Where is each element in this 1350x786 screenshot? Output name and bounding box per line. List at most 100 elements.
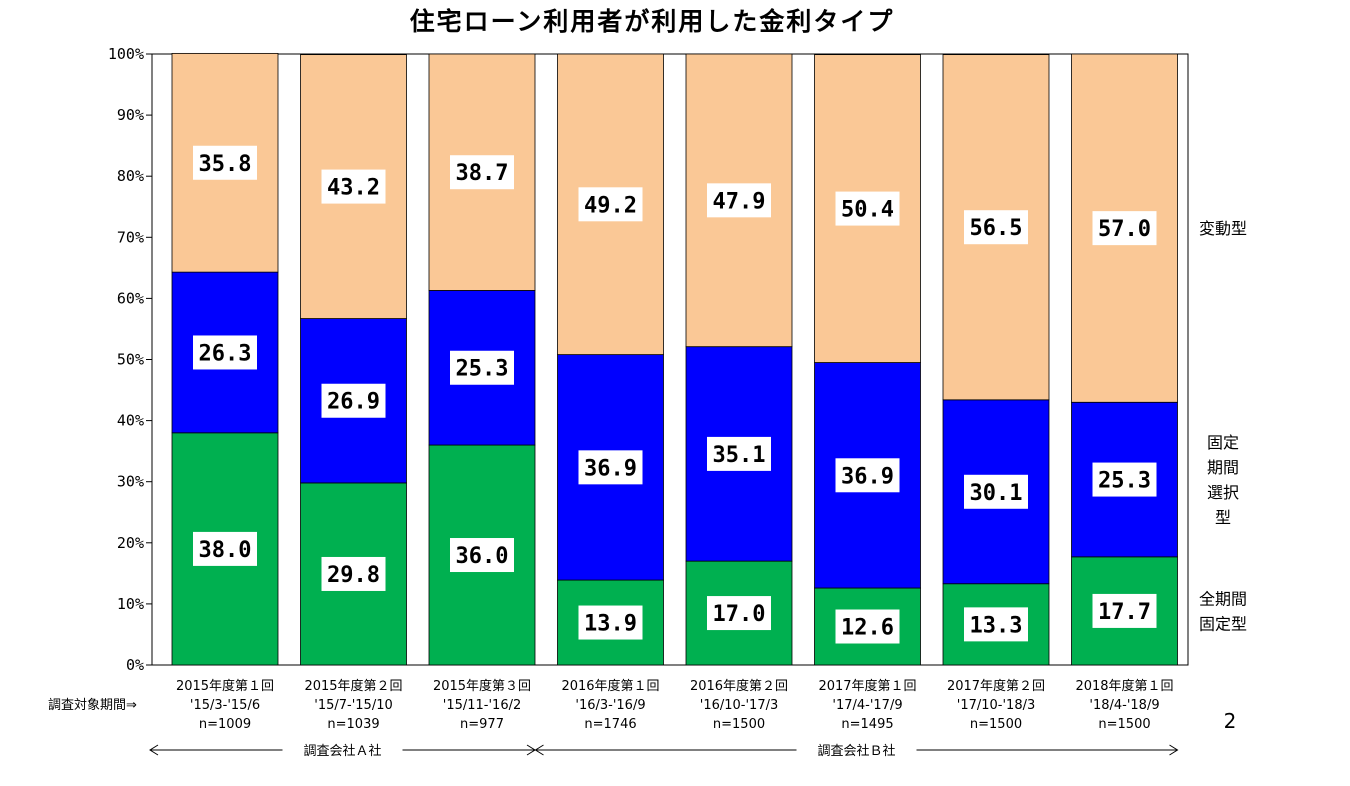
y-tick-label: 90% bbox=[117, 106, 144, 124]
data-label-box bbox=[964, 474, 1028, 509]
y-tick-label: 60% bbox=[117, 289, 144, 307]
data-label: 47.9 bbox=[713, 189, 766, 214]
data-label: 36.0 bbox=[456, 544, 509, 569]
y-tick-label: 100% bbox=[108, 45, 144, 63]
category-label: n=977 bbox=[460, 717, 504, 732]
category-label: 2016年度第１回 bbox=[561, 678, 659, 694]
category-label: '16/10-'17/3 bbox=[700, 698, 779, 713]
legend-label: 選択 bbox=[1207, 483, 1239, 502]
data-label-box bbox=[193, 145, 257, 180]
y-tick-label: 30% bbox=[117, 473, 144, 491]
data-label-box bbox=[1092, 593, 1157, 628]
company-label: 調査会社Ａ社 bbox=[303, 743, 381, 759]
data-label: 36.9 bbox=[841, 464, 894, 489]
category-label: 2017年度第１回 bbox=[818, 678, 916, 694]
category-label: n=1500 bbox=[1098, 717, 1150, 732]
category-label: '17/4-'17/9 bbox=[832, 698, 902, 713]
category-label: '15/7-'15/10 bbox=[314, 698, 393, 713]
legend-label: 期間 bbox=[1207, 458, 1239, 477]
legend-label: 固定 bbox=[1207, 433, 1239, 452]
data-label-box bbox=[450, 538, 514, 573]
data-label-box bbox=[707, 596, 771, 631]
legend-label: 固定型 bbox=[1199, 614, 1247, 633]
category-label: n=1495 bbox=[841, 717, 893, 732]
data-label: 26.3 bbox=[199, 341, 252, 366]
category-label: 2016年度第２回 bbox=[690, 678, 788, 694]
y-tick-label: 70% bbox=[117, 228, 144, 246]
y-tick-label: 50% bbox=[117, 351, 144, 369]
category-label: '16/3-'16/9 bbox=[575, 698, 645, 713]
data-label-box bbox=[193, 335, 257, 370]
data-label: 49.2 bbox=[584, 193, 637, 218]
data-label-box bbox=[321, 169, 386, 204]
data-label-box bbox=[321, 383, 386, 418]
data-label-box bbox=[450, 155, 514, 190]
category-label: '17/10-'18/3 bbox=[957, 698, 1036, 713]
category-label: 2015年度第２回 bbox=[304, 678, 402, 694]
data-label: 56.5 bbox=[970, 216, 1023, 241]
data-label-box bbox=[578, 187, 643, 222]
legend-label: 型 bbox=[1215, 508, 1231, 527]
data-label: 12.6 bbox=[841, 616, 894, 641]
chart-title: 住宅ローン利用者が利用した金利タイプ bbox=[410, 7, 895, 36]
data-label: 35.1 bbox=[713, 443, 766, 468]
data-label-box bbox=[964, 210, 1028, 245]
data-label: 25.3 bbox=[1098, 469, 1151, 494]
company-arrow-head-right bbox=[1169, 744, 1179, 756]
legend-label: 全期間 bbox=[1199, 589, 1247, 608]
data-label: 43.2 bbox=[327, 176, 380, 201]
category-label: 2018年度第１回 bbox=[1075, 678, 1173, 694]
data-label-box bbox=[835, 191, 900, 226]
data-label: 26.9 bbox=[327, 390, 380, 415]
data-label: 17.7 bbox=[1098, 600, 1151, 625]
data-label: 17.0 bbox=[713, 602, 766, 627]
data-label: 36.9 bbox=[584, 456, 637, 481]
data-label: 30.1 bbox=[970, 481, 1023, 506]
data-label-box bbox=[193, 531, 257, 566]
y-tick-label: 10% bbox=[117, 595, 144, 613]
data-label: 38.7 bbox=[456, 161, 509, 186]
data-label: 25.3 bbox=[456, 357, 509, 382]
company-arrow-head-left bbox=[534, 744, 544, 756]
company-arrow-head-left bbox=[149, 744, 159, 756]
y-tick-label: 20% bbox=[117, 534, 144, 552]
category-label: '15/3-'15/6 bbox=[190, 698, 260, 713]
data-label: 13.9 bbox=[584, 612, 637, 637]
data-label: 13.3 bbox=[970, 613, 1023, 638]
data-label: 38.0 bbox=[199, 538, 252, 563]
data-label-box bbox=[964, 607, 1028, 642]
data-label: 57.0 bbox=[1098, 217, 1151, 242]
category-label: n=1500 bbox=[713, 717, 765, 732]
data-label-box bbox=[1092, 462, 1157, 497]
data-label-box bbox=[707, 183, 771, 218]
data-label: 29.8 bbox=[327, 563, 380, 588]
category-label: n=1500 bbox=[970, 717, 1022, 732]
y-tick-label: 80% bbox=[117, 167, 144, 185]
data-label-box bbox=[578, 450, 643, 485]
category-label: n=1009 bbox=[199, 717, 251, 732]
data-label-box bbox=[835, 609, 900, 644]
data-label-box bbox=[578, 605, 643, 640]
category-label: 2017年度第２回 bbox=[947, 678, 1045, 694]
category-label: 2015年度第１回 bbox=[176, 678, 274, 694]
category-label: n=1039 bbox=[327, 717, 379, 732]
data-label-box bbox=[835, 458, 900, 493]
data-label-box bbox=[1092, 211, 1157, 246]
category-label: '18/4-'18/9 bbox=[1089, 698, 1159, 713]
company-label: 調査会社Ｂ社 bbox=[817, 743, 895, 759]
category-label: '15/11-'16/2 bbox=[443, 698, 522, 713]
page-number: 2 bbox=[1224, 709, 1237, 733]
y-tick-label: 0% bbox=[126, 656, 144, 674]
data-label-box bbox=[707, 436, 771, 471]
legend-label: 変動型 bbox=[1199, 219, 1247, 238]
data-label: 50.4 bbox=[841, 198, 894, 223]
data-label-box bbox=[321, 556, 386, 591]
survey-period-label: 調査対象期間⇒ bbox=[48, 698, 137, 713]
data-label-box bbox=[450, 350, 514, 385]
category-label: n=1746 bbox=[584, 717, 636, 732]
y-tick-label: 40% bbox=[117, 412, 144, 430]
category-label: 2015年度第３回 bbox=[433, 678, 531, 694]
data-label: 35.8 bbox=[199, 152, 252, 177]
